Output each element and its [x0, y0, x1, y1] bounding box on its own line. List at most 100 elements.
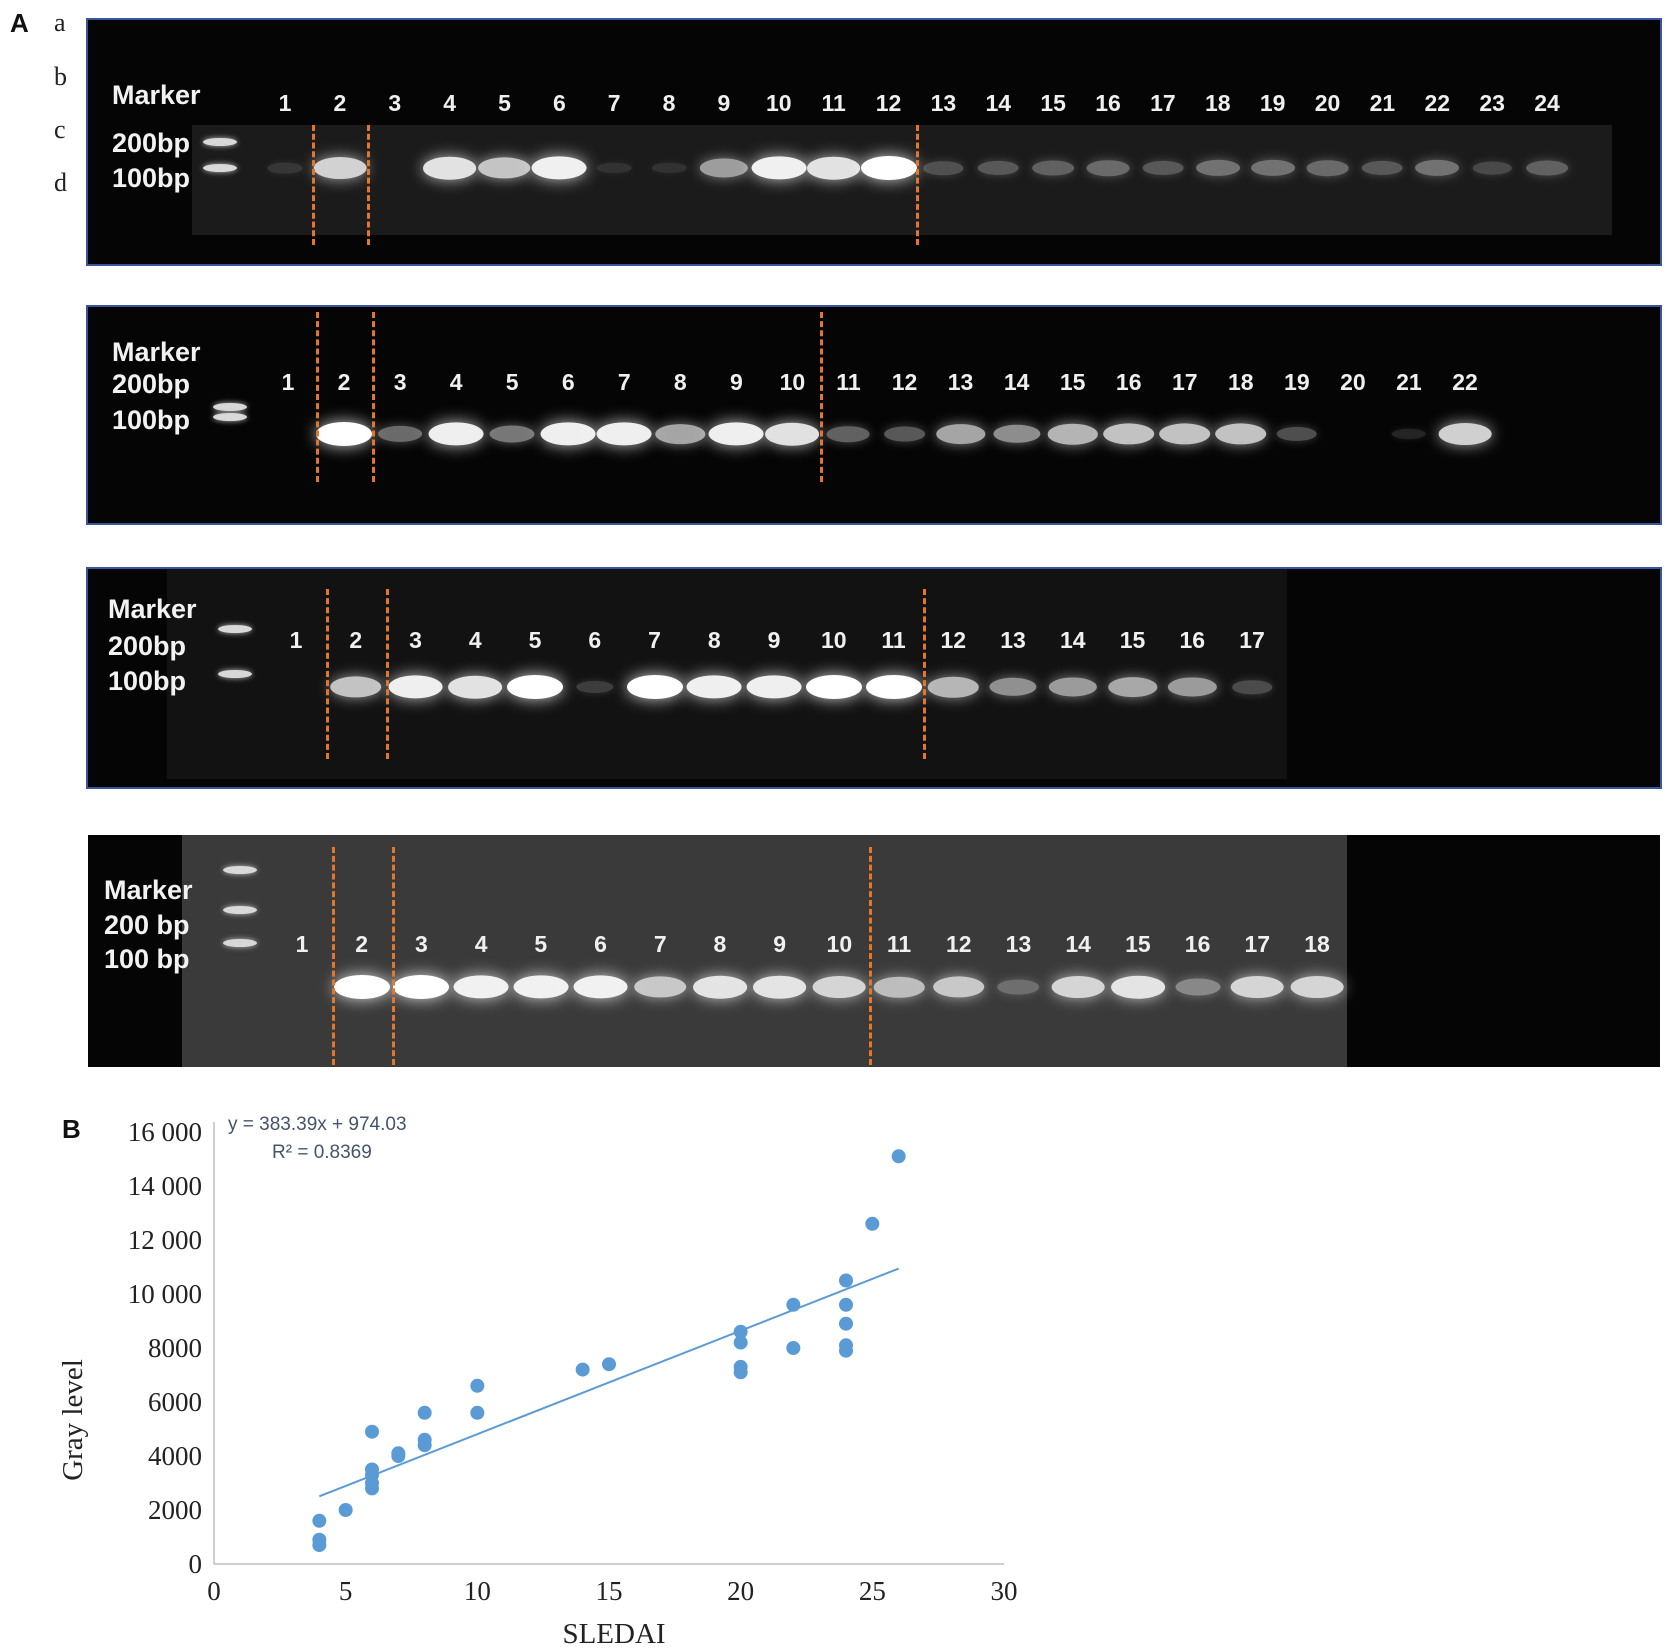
- lane-number: 12: [891, 369, 918, 395]
- gel-band: [448, 675, 503, 699]
- lane-number: 17: [1150, 90, 1176, 116]
- lane-number: 14: [1003, 369, 1030, 395]
- marker-label: Marker: [112, 80, 201, 110]
- gel-band: [1047, 423, 1098, 445]
- gel-band: [596, 162, 632, 174]
- gel-band: [813, 976, 866, 998]
- lane-number: 10: [779, 369, 806, 395]
- gel-band: [478, 157, 531, 179]
- gel-band: [1168, 677, 1217, 697]
- gel-band: [686, 675, 742, 699]
- gel-band: [1086, 160, 1130, 176]
- lane-divider: [312, 125, 316, 245]
- lane-number: 13: [930, 90, 957, 116]
- gel-band: [422, 156, 477, 180]
- gel-band: [1391, 428, 1427, 440]
- gel-a: Marker 200bp 100bp 1 2 3 4 5 6 7 8 9 10 11 12 13 14 15 16 1…: [86, 18, 1662, 266]
- lane-number: 11: [886, 931, 912, 957]
- data-point: [839, 1297, 853, 1312]
- data-point: [839, 1343, 853, 1358]
- lane-number: 1: [278, 90, 292, 116]
- gel-band: [1142, 160, 1184, 176]
- gel-band: [827, 426, 870, 442]
- gel-band: [1250, 159, 1295, 177]
- size-label: 200bp: [112, 128, 191, 158]
- y-tick-label: 6000: [148, 1387, 202, 1417]
- gel-band: [923, 161, 964, 175]
- data-point: [575, 1362, 590, 1377]
- lane-number: 13: [1000, 627, 1026, 653]
- lane-number: 11: [881, 627, 906, 653]
- lane-divider: [923, 589, 927, 759]
- lane-number: 1: [289, 627, 303, 653]
- ladder-band: [203, 164, 237, 172]
- gel-lane-area: [182, 835, 1347, 1067]
- gel-band: [329, 676, 382, 698]
- gel-band: [393, 975, 450, 999]
- size-label: 200 bp: [104, 910, 190, 940]
- gel-band: [860, 156, 917, 180]
- ladder-band: [213, 413, 247, 421]
- data-point: [733, 1324, 748, 1339]
- gel-band: [873, 976, 925, 998]
- gel-band: [1362, 160, 1403, 176]
- lane-number: 13: [1005, 931, 1032, 957]
- lane-number: 2: [337, 369, 351, 395]
- lane-number: 24: [1534, 90, 1560, 116]
- lane-divider: [325, 589, 329, 759]
- lane-number: 16: [1115, 369, 1142, 395]
- gel-band: [989, 677, 1037, 697]
- y-tick-label: 8000: [148, 1333, 202, 1363]
- y-tick-label: 10 000: [128, 1279, 202, 1309]
- lane-number: 17: [1239, 627, 1265, 653]
- gel-band: [388, 675, 443, 699]
- lane-divider: [331, 847, 335, 1065]
- gel-band: [1526, 160, 1568, 176]
- gel-band: [1102, 423, 1155, 445]
- gel-band: [1290, 976, 1344, 998]
- scatter-chart: y = 383.39x + 974.03 R² = 0.8369 Gray le…: [57, 1114, 1018, 1650]
- row-label-a: a: [54, 8, 66, 37]
- panel-label-a: A: [10, 8, 29, 38]
- lane-number: 14: [1065, 931, 1091, 957]
- gel-band: [626, 675, 683, 699]
- data-point: [786, 1341, 801, 1355]
- lane-number: 1: [295, 931, 309, 957]
- lane-number: 2: [333, 90, 347, 116]
- lane-number: 12: [875, 90, 902, 116]
- gel-band: [634, 976, 687, 998]
- lane-number: 7: [617, 369, 631, 395]
- gel-lane-area: [182, 307, 1617, 523]
- lane-number: 18: [1204, 90, 1231, 116]
- y-tick-label: 0: [189, 1549, 203, 1579]
- x-tick-label: 0: [207, 1576, 221, 1606]
- y-tick-label: 2000: [148, 1495, 202, 1525]
- lane-number: 7: [653, 931, 667, 957]
- data-point: [417, 1438, 432, 1453]
- gel-band: [751, 156, 807, 180]
- gel-band: [935, 424, 986, 444]
- data-point: [365, 1481, 379, 1496]
- lane-number: 5: [498, 90, 511, 116]
- gel-band: [507, 675, 563, 699]
- data-point: [602, 1357, 616, 1372]
- lane-number: 23: [1479, 90, 1505, 116]
- ladder-band: [218, 670, 252, 678]
- lane-number: 7: [648, 627, 661, 653]
- gel-band: [428, 422, 484, 446]
- gel-band: [513, 975, 569, 999]
- data-point: [891, 1149, 906, 1164]
- lane-number: 20: [1340, 369, 1366, 395]
- gel-band: [576, 680, 614, 694]
- chart-axes: [213, 1122, 1004, 1565]
- y-tick-label: 4000: [148, 1441, 202, 1471]
- lane-number: 21: [1369, 90, 1396, 116]
- data-point: [733, 1335, 748, 1350]
- data-point: [417, 1405, 432, 1420]
- lane-number: 3: [415, 931, 428, 957]
- lane-number: 4: [474, 931, 488, 957]
- lane-number: 6: [594, 931, 607, 957]
- data-point: [338, 1503, 353, 1517]
- gel-band: [313, 157, 367, 179]
- size-label: 200bp: [108, 631, 187, 661]
